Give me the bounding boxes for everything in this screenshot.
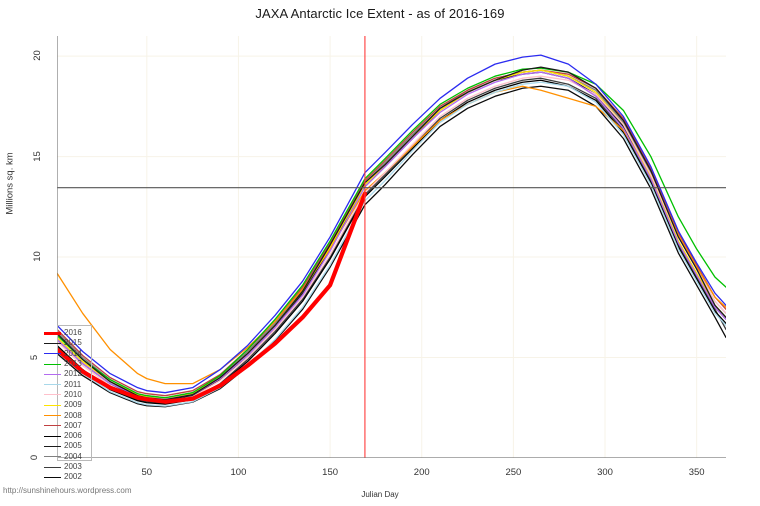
legend-swatch-icon [44, 476, 61, 478]
gridlines [57, 36, 726, 458]
y-tick-label: 10 [31, 251, 43, 262]
x-tick-label: 350 [688, 467, 705, 478]
x-tick-label: 150 [322, 467, 339, 478]
legend-label: 2006 [64, 431, 82, 441]
legend-item-2007: 2007 [44, 421, 94, 431]
legend-label: 2007 [64, 420, 82, 430]
legend-swatch-icon [44, 373, 61, 375]
legend-swatch-icon [44, 363, 61, 365]
legend-label: 2012 [64, 369, 82, 379]
series-lines [57, 54, 726, 408]
legend-swatch-icon [44, 415, 61, 417]
legend-label: 2014 [64, 348, 82, 358]
x-tick-label: 200 [413, 467, 430, 478]
legend-item-2014: 2014 [44, 349, 94, 359]
y-tick-label: 20 [31, 50, 43, 61]
legend-item-2003: 2003 [44, 462, 94, 472]
legend-label: 2008 [64, 410, 82, 420]
legend-item-2009: 2009 [44, 400, 94, 410]
legend-label: 2013 [64, 359, 82, 369]
legend-swatch-icon [44, 394, 61, 396]
watermark-url: http://sunshinehours.wordpress.com [3, 486, 132, 495]
legend-item-2002: 2002 [44, 472, 94, 482]
legend-swatch-icon [44, 435, 61, 437]
legend-item-2004: 2004 [44, 452, 94, 462]
legend-item-2010: 2010 [44, 390, 94, 400]
y-axis-title: Millions sq. km [4, 152, 16, 215]
legend-swatch-icon [44, 342, 61, 344]
legend-label: 2015 [64, 338, 82, 348]
plot-area [57, 36, 726, 458]
legend-label: 2004 [64, 451, 82, 461]
y-tick-label: 0 [29, 454, 41, 461]
legend-border [57, 325, 92, 461]
legend: 2016 2015 2014 2013 2012 2011 2010 2009 2008 2007… [44, 328, 94, 482]
legend-swatch-icon [44, 331, 61, 335]
legend-swatch-icon [44, 353, 61, 355]
legend-swatch-icon [44, 425, 61, 427]
legend-label: 2016 [64, 328, 82, 338]
legend-item-2016: 2016 [44, 328, 94, 338]
legend-label: 2003 [64, 462, 82, 471]
legend-swatch-icon [44, 404, 61, 406]
legend-item-2005: 2005 [44, 441, 94, 451]
legend-label: 2009 [64, 400, 82, 410]
legend-swatch-icon [44, 384, 61, 386]
legend-label: 2002 [64, 472, 82, 482]
annotation-lines [57, 36, 726, 458]
x-tick-label: 250 [505, 467, 522, 478]
legend-label: 2011 [64, 379, 82, 389]
page-title: JAXA Antarctic Ice Extent - as of 2016-1… [255, 6, 505, 21]
legend-swatch-icon [44, 466, 61, 468]
x-axis-title: Julian Day [361, 490, 399, 499]
x-tick-label: 50 [141, 467, 153, 478]
x-tick-label: 100 [230, 467, 247, 478]
chart-svg [57, 36, 726, 458]
legend-item-2013: 2013 [44, 359, 94, 369]
legend-item-2008: 2008 [44, 410, 94, 420]
legend-swatch-icon [44, 445, 61, 447]
legend-swatch-icon [44, 456, 61, 458]
legend-label: 2005 [64, 441, 82, 451]
legend-item-2006: 2006 [44, 431, 94, 441]
legend-item-2012: 2012 [44, 369, 94, 379]
legend-item-2011: 2011 [44, 379, 94, 389]
y-tick-label: 15 [31, 150, 43, 162]
legend-label: 2010 [64, 389, 82, 399]
legend-item-2015: 2015 [44, 338, 94, 348]
y-tick-label: 5 [29, 354, 41, 360]
x-tick-label: 300 [597, 467, 613, 478]
